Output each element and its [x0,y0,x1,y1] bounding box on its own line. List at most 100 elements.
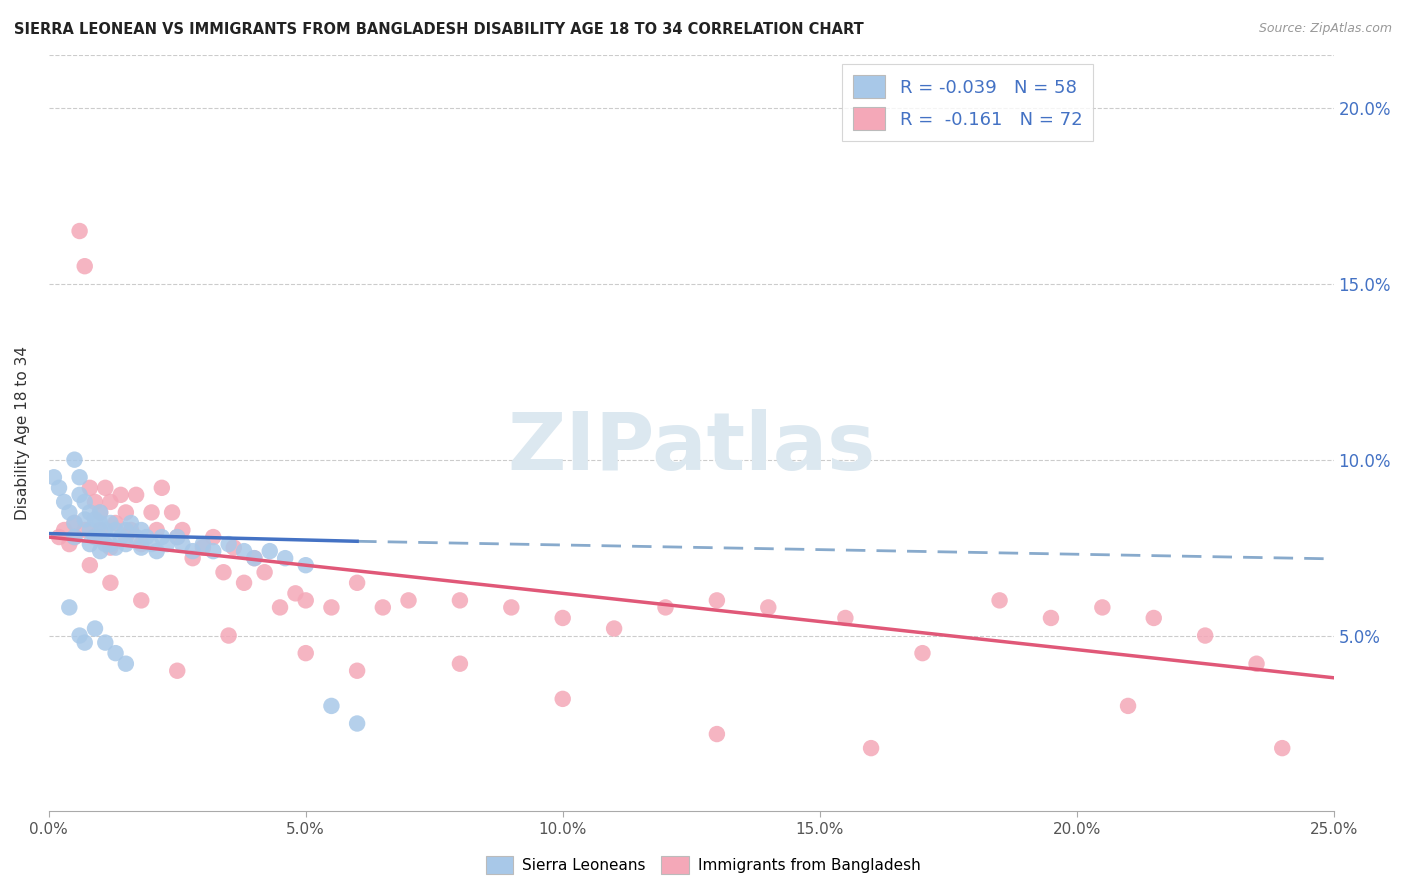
Text: SIERRA LEONEAN VS IMMIGRANTS FROM BANGLADESH DISABILITY AGE 18 TO 34 CORRELATION: SIERRA LEONEAN VS IMMIGRANTS FROM BANGLA… [14,22,863,37]
Point [115,523,138,537]
Point [150,530,173,544]
Point [69,224,91,238]
Point [233,544,256,558]
Point [834,611,856,625]
Point [191,537,214,551]
Point [79,523,101,537]
Point [218,537,240,551]
Point [1271,741,1294,756]
Point [120,516,142,530]
Point [73,512,96,526]
Point [1143,611,1166,625]
Point [129,523,152,537]
Point [84,622,107,636]
Point [551,611,574,625]
Point [145,544,167,558]
Point [166,530,188,544]
Point [69,629,91,643]
Y-axis label: Disability Age 18 to 34: Disability Age 18 to 34 [15,346,30,520]
Point [63,516,86,530]
Point [1194,629,1216,643]
Point [756,600,779,615]
Point [104,523,127,537]
Point [253,566,276,580]
Point [100,495,122,509]
Point [125,488,148,502]
Point [202,530,225,544]
Point [84,512,107,526]
Point [294,646,316,660]
Point [1039,611,1062,625]
Point [104,541,127,555]
Point [58,537,80,551]
Point [104,516,127,530]
Point [274,551,297,566]
Point [160,505,183,519]
Point [79,537,101,551]
Point [233,575,256,590]
Point [100,537,122,551]
Point [1116,698,1139,713]
Point [603,622,626,636]
Point [53,495,76,509]
Point [89,523,111,537]
Point [125,530,148,544]
Point [63,516,86,530]
Point [172,537,194,551]
Point [115,505,138,519]
Point [53,523,76,537]
Point [73,635,96,649]
Point [42,470,65,484]
Point [259,544,281,558]
Point [860,741,883,756]
Point [115,537,138,551]
Point [166,664,188,678]
Point [79,481,101,495]
Point [654,600,676,615]
Point [141,505,163,519]
Point [145,523,167,537]
Point [129,593,152,607]
Point [58,600,80,615]
Point [58,505,80,519]
Point [89,505,111,519]
Point [63,530,86,544]
Point [181,544,204,558]
Point [84,530,107,544]
Point [115,530,138,544]
Legend: Sierra Leoneans, Immigrants from Bangladesh: Sierra Leoneans, Immigrants from Banglad… [479,850,927,880]
Point [346,575,368,590]
Point [346,716,368,731]
Point [181,551,204,566]
Point [222,541,245,555]
Point [449,657,471,671]
Point [63,452,86,467]
Point [63,530,86,544]
Point [69,488,91,502]
Point [69,470,91,484]
Point [94,635,117,649]
Point [84,530,107,544]
Point [172,523,194,537]
Point [294,593,316,607]
Point [284,586,307,600]
Point [110,488,132,502]
Point [73,495,96,509]
Point [212,566,235,580]
Point [269,600,291,615]
Point [501,600,523,615]
Point [79,505,101,519]
Point [449,593,471,607]
Point [129,537,152,551]
Point [135,530,157,544]
Point [166,530,188,544]
Point [321,600,343,615]
Point [100,575,122,590]
Point [321,698,343,713]
Point [129,541,152,555]
Point [243,551,266,566]
Point [89,530,111,544]
Point [371,600,394,615]
Point [120,523,142,537]
Point [94,523,117,537]
